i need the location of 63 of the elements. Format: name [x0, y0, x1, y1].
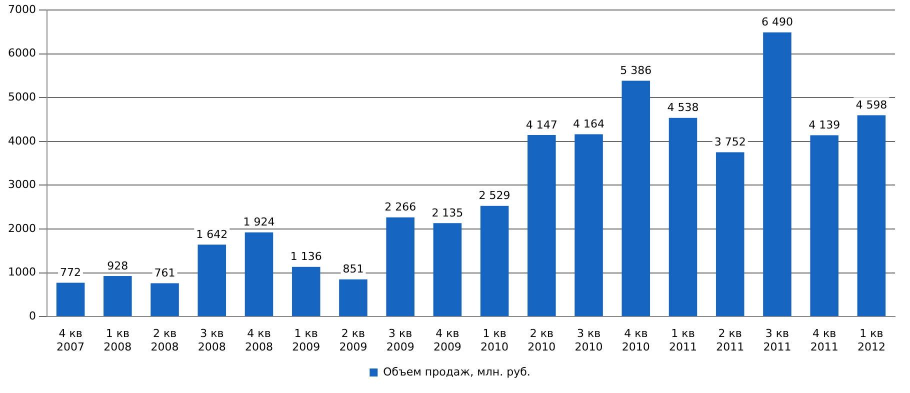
bar [857, 115, 886, 316]
data-label: 6 490 [761, 16, 793, 29]
data-label: 4 147 [526, 118, 558, 132]
bar [810, 135, 838, 316]
y-tick-label: 6000 [8, 46, 36, 60]
data-label: 4 538 [667, 101, 699, 114]
data-label: 2 529 [478, 189, 510, 202]
y-tick-label: 4000 [8, 134, 36, 148]
data-label: 1 642 [196, 228, 228, 242]
bar [763, 32, 792, 316]
x-tick-label: 1 кв 2010 [480, 327, 509, 354]
y-tick-label: 1000 [8, 266, 36, 279]
data-label: 4 598 [856, 98, 888, 112]
bar [339, 279, 368, 316]
data-label: 772 [60, 266, 82, 280]
y-tick-label: 0 [28, 309, 36, 322]
x-tick-label: 2 кв 2009 [339, 327, 368, 354]
data-label: 5 386 [620, 64, 652, 78]
bar [244, 232, 274, 316]
x-tick-label: 3 кв 2011 [763, 327, 792, 354]
y-tick-label: 3000 [8, 178, 36, 192]
bar [574, 134, 603, 316]
bar [716, 152, 744, 316]
data-label: 4 164 [573, 118, 605, 131]
bar [292, 266, 320, 316]
bar [668, 118, 698, 316]
data-label: 3 752 [714, 136, 746, 149]
x-tick-label: 3 кв 2008 [198, 327, 226, 354]
x-tick-label: 1 кв 2008 [104, 327, 132, 354]
x-tick-label: 2 кв 2011 [716, 327, 744, 354]
legend-label: Объем продаж, млн. руб. [383, 365, 530, 378]
data-label: 851 [342, 262, 364, 276]
data-label: 1 136 [290, 250, 322, 264]
bar [150, 283, 179, 316]
bar [198, 244, 226, 316]
data-label: 2 266 [384, 200, 416, 214]
x-tick-label: 4 кв 2008 [244, 327, 273, 354]
y-tick-label: 7000 [8, 2, 36, 16]
x-tick-label: 1 кв 2009 [292, 327, 320, 354]
x-tick-label: 2 кв 2008 [150, 327, 179, 354]
bar [386, 217, 414, 316]
x-tick-label: 3 кв 2009 [386, 327, 414, 354]
y-tick-label: 2000 [8, 222, 36, 235]
x-tick-label: 4 кв 2010 [622, 327, 650, 354]
bar [104, 276, 132, 316]
x-tick-label: 2 кв 2010 [528, 327, 556, 354]
data-label: 761 [154, 266, 176, 280]
x-tick-label: 1 кв 2012 [857, 327, 886, 354]
x-tick-label: 4 кв 2007 [56, 327, 85, 354]
data-label: 1 924 [243, 216, 275, 229]
data-label: 4 139 [808, 118, 840, 132]
x-tick-label: 1 кв 2011 [669, 327, 697, 354]
data-label: 2 135 [432, 206, 464, 220]
x-tick-label: 4 кв 2011 [810, 327, 838, 354]
bar [622, 80, 650, 316]
y-tick-label: 5000 [8, 90, 36, 104]
bar [433, 223, 462, 316]
bar [56, 282, 85, 316]
x-tick-label: 3 кв 2010 [574, 327, 603, 354]
bar [480, 206, 509, 316]
bar [528, 134, 556, 316]
x-tick-label: 4 кв 2009 [433, 327, 462, 354]
data-label: 928 [107, 259, 128, 272]
